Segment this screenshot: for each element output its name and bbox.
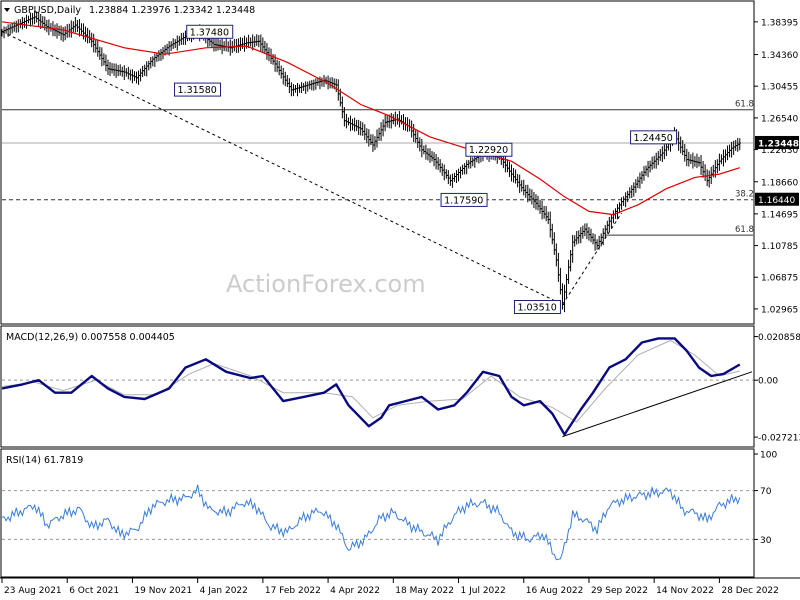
fib-level-tag-bg	[755, 192, 799, 206]
price-tick-label: 1.34360	[761, 51, 798, 61]
price-label: 1.37480	[186, 24, 234, 39]
price-label: 1.17590	[440, 192, 488, 207]
time-tick-label: 17 Feb 2022	[265, 586, 321, 596]
price-tick-label: 1.30455	[761, 83, 798, 93]
rsi-line	[1, 484, 741, 561]
time-tick-label: 18 May 2022	[395, 586, 454, 596]
collapse-arrow-icon[interactable]	[4, 8, 10, 12]
time-tick-label: 4 Jan 2022	[200, 586, 248, 596]
price-label-box	[186, 24, 234, 39]
price-label-box	[630, 130, 678, 145]
time-tick-label: 1 Jul 2022	[461, 586, 506, 596]
time-tick-label: 29 Sep 2022	[591, 586, 648, 596]
current-price-tag: 1.23448	[758, 139, 799, 149]
rsi-tick-label: 100	[760, 451, 777, 461]
price-label-text: 1.31580	[178, 85, 217, 96]
macd-title: MACD(12,26,9) 0.007558 0.004405	[6, 332, 175, 343]
current-price-tag-bg	[755, 135, 799, 149]
ohlc-bar	[738, 138, 741, 151]
macd-trend-line	[562, 371, 753, 438]
price-tick-label: 1.02965	[761, 305, 798, 315]
time-tick-label: 6 Oct 2021	[69, 586, 119, 596]
price-tick-label: 1.10785	[761, 242, 798, 252]
price-label-box	[465, 142, 513, 157]
price-label: 1.24450	[630, 130, 678, 145]
watermark: ActionForex.com	[226, 270, 426, 298]
time-tick-label: 19 Nov 2021	[134, 586, 192, 596]
ohlc-values: 1.23884 1.23976 1.23342 1.23448	[89, 5, 255, 16]
price-label: 1.22920	[465, 142, 513, 157]
rsi-tick-label: 30	[760, 536, 772, 546]
time-tick-label: 4 Apr 2022	[330, 586, 380, 596]
price-tick-label: 1.22630	[761, 146, 798, 156]
price-label-text: 1.17590	[444, 195, 483, 206]
time-axis: 23 Aug 2021 6 Oct 2021 19 Nov 2021 4 Jan 20…	[1, 578, 779, 596]
chart-header: GBPUSD,Daily 1.23884 1.23976 1.23342 1.2…	[4, 5, 255, 16]
price-panel-frame	[0, 0, 755, 325]
fib-level-label: 61.8	[735, 225, 754, 235]
chart-panels	[0, 0, 800, 579]
macd-line	[1, 337, 741, 436]
time-tick-label: 28 Dec 2022	[721, 586, 779, 596]
price-label-box	[174, 82, 222, 97]
symbol-label: GBPUSD,Daily	[14, 5, 81, 16]
price-layer: 1.38395 1.34360 1.30455 1.26540 1.22630 1.186…	[0, 10, 799, 315]
macd-tick-label: 0.00	[758, 377, 778, 387]
price-tick-label: 1.18660	[761, 178, 798, 188]
macd-layer: 0.020858 0.00 -0.027213	[1, 333, 800, 444]
price-tick-label: 1.38395	[761, 18, 798, 28]
price-tick-label: 1.14695	[761, 210, 798, 220]
trend-line	[562, 212, 622, 305]
macd-tick-label: 0.020858	[758, 333, 800, 343]
time-tick-label: 16 Aug 2022	[526, 586, 584, 596]
moving-average-line	[1, 21, 740, 216]
price-label: 1.03510	[513, 299, 561, 314]
macd-tick-label: -0.027213	[758, 434, 800, 444]
fib-level-label: 38.2	[735, 190, 754, 200]
price-label: 1.31580	[174, 82, 222, 97]
price-label-box	[440, 192, 488, 207]
fib-level-tag: 1.16440	[758, 196, 795, 206]
time-tick-label: 23 Aug 2021	[4, 586, 62, 596]
price-label-box	[513, 299, 561, 314]
price-label-text: 1.03510	[517, 302, 556, 313]
macd-panel-frame	[0, 325, 755, 448]
price-tick-label: 1.26540	[761, 114, 798, 124]
price-label-text: 1.22920	[469, 145, 508, 156]
rsi-title: RSI(14) 61.7819	[6, 455, 83, 466]
price-label-text: 1.24450	[634, 133, 673, 144]
rsi-panel-frame	[0, 448, 755, 578]
rsi-layer: 100 70 30	[1, 451, 777, 561]
rsi-tick-label: 70	[760, 487, 772, 497]
price-label-text: 1.37480	[190, 27, 229, 38]
price-tick-label: 1.06875	[761, 274, 798, 284]
trend-line	[1, 31, 563, 305]
fib-level-label: 61.8	[735, 100, 754, 110]
time-tick-label: 14 Nov 2022	[656, 586, 714, 596]
